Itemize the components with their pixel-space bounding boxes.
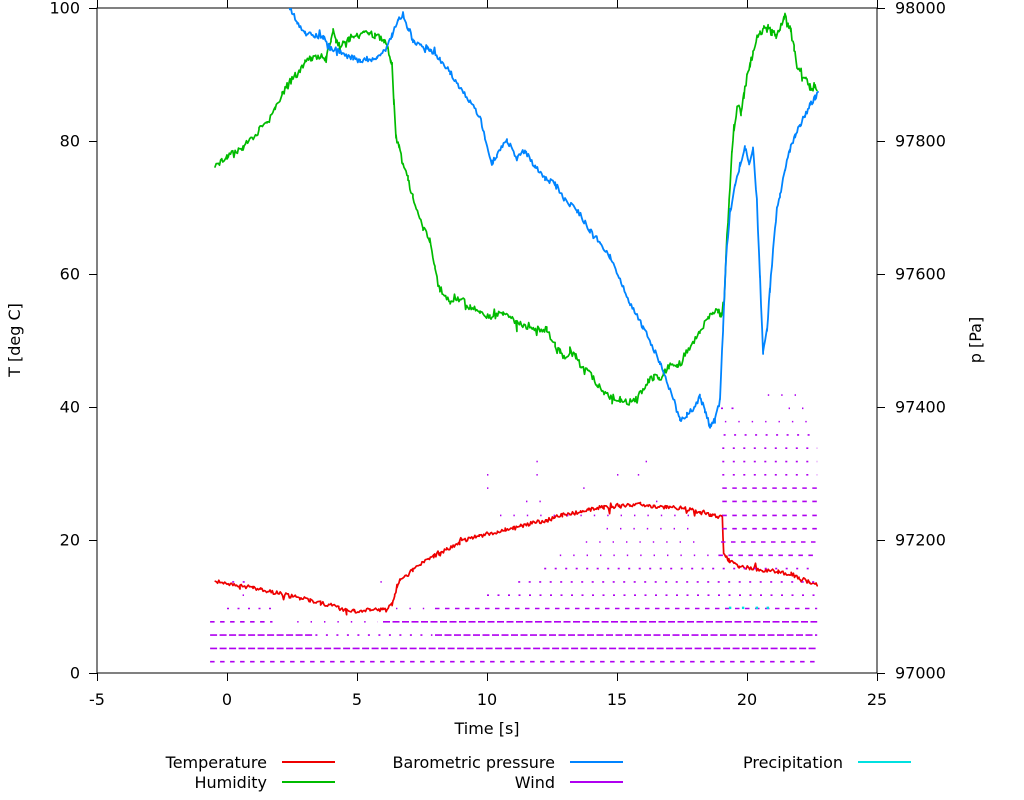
legend-swatch-temperature (282, 761, 335, 763)
series-barometric-pressure (288, 8, 819, 429)
y2-tick-label: 97400 (895, 398, 946, 417)
y2-tick-label: 97000 (895, 664, 946, 683)
legend-swatch-barometric-pressure (570, 761, 623, 763)
legend-swatch-precipitation (858, 761, 911, 763)
y-tick-label: 100 (49, 0, 80, 18)
y2-axis-title: p [Pa] (966, 317, 985, 363)
legend-item-precipitation: Precipitation (643, 752, 911, 772)
precipitation-dot (755, 606, 759, 610)
y2-tick-label: 97200 (895, 531, 946, 550)
x-tick-label: 25 (867, 690, 887, 709)
y-tick-label: 0 (70, 664, 80, 683)
legend-item-temperature: Temperature (67, 752, 335, 772)
legend-label-humidity: Humidity (194, 772, 267, 792)
series-temperature (214, 501, 819, 616)
series-precipitation (728, 606, 769, 610)
precipitation-dot (728, 606, 732, 610)
x-axis-title: Time [s] (453, 719, 519, 738)
x-tick-label: 20 (737, 690, 757, 709)
y2-tick-label: 97800 (895, 132, 946, 151)
x-tick-label: 0 (222, 690, 232, 709)
series-line (214, 12, 818, 406)
plot-series (210, 8, 819, 663)
x-tick-label: 5 (352, 690, 362, 709)
legend-item-barometric-pressure: Barometric pressure (295, 752, 623, 772)
y2-tick-label: 98000 (895, 0, 946, 18)
y-axis-title: T [deg C] (5, 303, 24, 378)
series-wind (210, 394, 818, 663)
precipitation-dot (766, 606, 769, 610)
legend-label-wind: Wind (514, 772, 555, 792)
series-line (214, 501, 819, 616)
y-tick-label: 40 (60, 398, 80, 417)
legend-swatch-humidity (282, 781, 335, 783)
legend-label-barometric-pressure: Barometric pressure (392, 752, 555, 772)
series-humidity (214, 12, 818, 406)
axis-tick-labels: -5 0 5 10 15 20 25 0 20 40 60 80 100 97000 97200 97400 9… (49, 0, 945, 709)
precipitation-dot (741, 606, 745, 610)
x-tick-label: 10 (477, 690, 497, 709)
y-tick-label: 60 (60, 265, 80, 284)
x-tick-label: -5 (89, 690, 105, 709)
x-tick-label: 15 (607, 690, 627, 709)
legend-item-humidity: Humidity (67, 772, 335, 792)
series-line (288, 8, 819, 429)
plot-frame (89, 0, 885, 681)
y2-tick-label: 97600 (895, 265, 946, 284)
y-tick-label: 80 (60, 132, 80, 151)
legend-label-temperature: Temperature (165, 752, 267, 772)
legend-label-precipitation: Precipitation (742, 752, 843, 772)
legend-swatch-wind (570, 781, 623, 783)
plot-border (96, 7, 878, 674)
y-tick-label: 20 (60, 531, 80, 550)
legend-item-wind: Wind (295, 772, 623, 792)
